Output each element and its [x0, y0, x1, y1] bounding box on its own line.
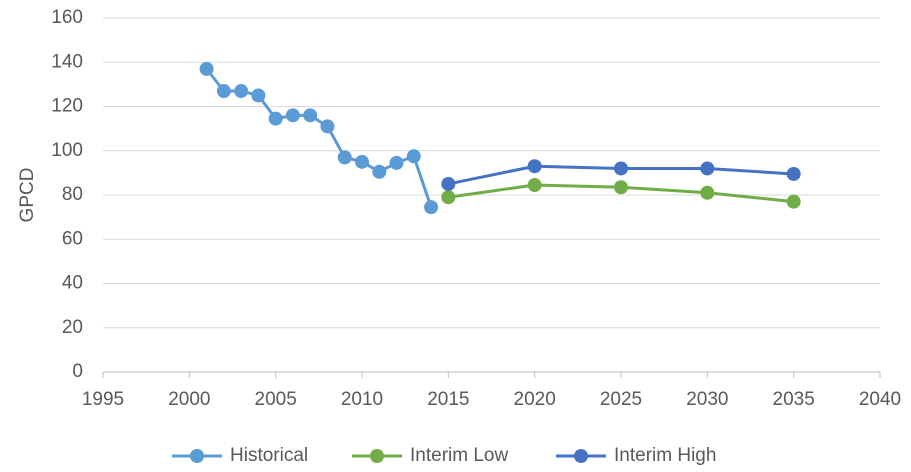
y-tick-label: 100 [51, 140, 83, 161]
data-point [527, 159, 542, 174]
legend-label: Historical [230, 445, 308, 466]
data-point [251, 88, 266, 103]
x-tick-label: 2010 [341, 389, 383, 410]
x-tick-label: 2020 [514, 389, 556, 410]
data-point [786, 166, 801, 181]
x-tick-label: 2005 [255, 389, 297, 410]
data-point [786, 194, 801, 209]
x-tick-label: 2030 [686, 389, 728, 410]
y-tick-label: 60 [62, 228, 83, 249]
data-point [285, 108, 300, 123]
legend-marker [190, 449, 204, 463]
data-point [199, 61, 214, 76]
legend-marker [574, 449, 588, 463]
y-tick-label: 20 [62, 317, 83, 338]
data-point [527, 178, 542, 193]
legend-label: Interim Low [410, 445, 508, 466]
data-point [441, 190, 456, 205]
y-axis-label: GPCD [17, 168, 38, 223]
x-tick-label: 2015 [427, 389, 469, 410]
data-point [406, 149, 421, 164]
legend-label: Interim High [614, 445, 716, 466]
data-point [441, 176, 456, 191]
y-tick-label: 80 [62, 184, 83, 205]
data-point [216, 84, 231, 99]
x-tick-label: 2000 [168, 389, 210, 410]
x-tick-label: 2035 [773, 389, 815, 410]
x-tick-label: 1995 [82, 389, 124, 410]
data-point [614, 161, 628, 176]
data-point [700, 185, 715, 200]
legend-marker [370, 449, 384, 463]
data-point [389, 155, 404, 170]
y-tick-label: 120 [51, 96, 83, 117]
data-point [337, 150, 352, 165]
y-tick-label: 40 [62, 273, 83, 294]
y-tick-label: 160 [51, 7, 83, 28]
data-point [268, 111, 283, 126]
data-point [234, 84, 249, 99]
y-tick-label: 140 [51, 51, 83, 72]
data-point [700, 161, 715, 176]
data-point [372, 164, 387, 179]
x-tick-label: 2025 [600, 389, 642, 410]
data-point [320, 119, 335, 134]
x-tick-label: 2040 [859, 389, 901, 410]
y-tick-label: 0 [72, 361, 83, 382]
data-point [614, 180, 628, 195]
data-point [303, 108, 318, 123]
data-point [424, 200, 439, 215]
data-point [355, 154, 369, 169]
